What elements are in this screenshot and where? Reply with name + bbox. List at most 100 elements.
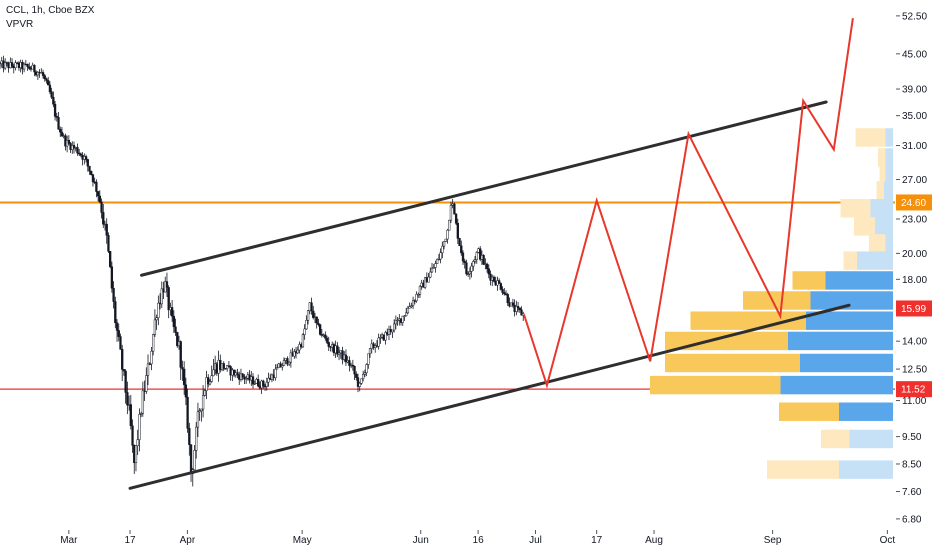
price-tick-label: 18.00 — [902, 275, 927, 286]
price-tick-label: 52.50 — [902, 11, 927, 22]
candle-body — [57, 117, 60, 130]
candle-body — [461, 252, 465, 262]
candle-body — [408, 306, 411, 309]
projection-path[interactable] — [523, 18, 854, 389]
candle-body — [327, 342, 330, 347]
candle-body — [109, 251, 112, 267]
candle-body — [439, 252, 442, 260]
support-11-52-tag — [896, 381, 932, 398]
candle-body — [418, 286, 422, 295]
candle-body — [60, 131, 64, 136]
profile-bar-down — [885, 148, 893, 167]
symbol-title[interactable]: CCL, 1h, Cboe BZX — [6, 5, 95, 16]
candle-body — [423, 277, 427, 288]
candle-body — [325, 337, 329, 343]
candle-body — [243, 376, 246, 380]
candle-body — [448, 219, 451, 231]
candle-body — [324, 334, 327, 339]
candle-body — [124, 370, 127, 393]
candle-body — [453, 203, 456, 215]
candle-body — [117, 330, 120, 337]
profile-bar-down — [839, 402, 893, 421]
price-tick-label: 9.50 — [902, 432, 922, 443]
candle-body — [315, 316, 318, 324]
candle-body — [200, 408, 203, 412]
candle-body — [432, 267, 435, 269]
volume-profile — [650, 128, 893, 479]
candle-body — [167, 287, 170, 311]
candle-body — [337, 352, 341, 355]
price-tick-label: 27.00 — [902, 175, 927, 186]
candle-body — [146, 363, 150, 376]
profile-bar-up — [855, 128, 886, 147]
profile-bar-up — [792, 271, 826, 290]
candle-body — [174, 326, 177, 333]
candle-body — [401, 315, 404, 323]
price-tick-label: 23.00 — [902, 214, 927, 225]
profile-bar-up — [779, 402, 839, 421]
candle-body — [155, 317, 158, 321]
candle-body — [415, 294, 418, 301]
price-tick-label: 20.00 — [902, 249, 927, 260]
candle-body — [114, 301, 117, 324]
candle-body — [356, 377, 360, 387]
candle-body — [96, 191, 100, 197]
candle-body — [384, 332, 387, 341]
candle-body — [516, 306, 520, 309]
candle-body — [318, 324, 322, 335]
candle-body — [267, 377, 270, 383]
candle-body — [367, 353, 370, 365]
candles — [0, 55, 525, 487]
candle-body — [67, 140, 70, 144]
candle-body — [79, 153, 83, 156]
candle-body — [176, 332, 179, 347]
time-tick-label: Oct — [880, 535, 896, 546]
candle-body — [14, 62, 17, 68]
candle-body — [406, 307, 410, 314]
time-axis[interactable]: Mar 17 Apr May Jun 16 Jul 17 Aug Sep Oct — [60, 530, 895, 546]
price-tick-label: 45.00 — [902, 49, 927, 60]
candle-body — [28, 66, 31, 69]
candle-body — [362, 374, 365, 380]
time-tick-label: Sep — [764, 535, 782, 546]
trend-lines[interactable] — [128, 100, 851, 490]
support-11-52-tag-label: 11.52 — [901, 385, 926, 396]
resistance-24-60-tag-label: 24.60 — [901, 198, 926, 209]
time-tick-label: Mar — [60, 535, 78, 546]
indicator-label[interactable]: VPVR — [6, 19, 34, 30]
candle-body — [48, 84, 52, 93]
candle-body — [186, 396, 189, 429]
candle-body — [105, 223, 108, 236]
candle-body — [410, 305, 413, 307]
candle-body — [275, 367, 279, 370]
price-axis-background — [896, 0, 932, 550]
candle-body — [129, 404, 132, 427]
candle-body — [152, 334, 155, 352]
profile-bar-down — [884, 181, 893, 200]
projection-line — [523, 18, 854, 389]
candle-body — [107, 235, 110, 252]
candle-body — [102, 212, 105, 225]
candle-body — [442, 241, 446, 247]
price-tick-label: 14.00 — [902, 337, 927, 348]
candle-body — [43, 75, 46, 80]
last-price-tag — [896, 300, 932, 317]
candle-body — [160, 288, 163, 305]
candle-body — [306, 310, 310, 321]
candle-body — [184, 384, 188, 398]
candle-body — [437, 258, 441, 261]
candle-body — [394, 320, 398, 325]
candle-body — [305, 320, 308, 330]
price-tick-label: 11.00 — [902, 396, 927, 407]
candle-body — [336, 345, 339, 355]
candle-body — [210, 375, 213, 382]
candle-body — [119, 336, 122, 350]
candle-body — [472, 261, 475, 267]
candle-body — [201, 395, 205, 410]
candle-body — [465, 262, 468, 275]
profile-bar-up — [650, 375, 781, 395]
candle-body — [236, 372, 239, 376]
price-axis[interactable]: 52.50 45.00 39.00 35.00 31.00 27.00 23.00 20.00… — [896, 0, 932, 550]
profile-bar-down — [810, 291, 893, 310]
